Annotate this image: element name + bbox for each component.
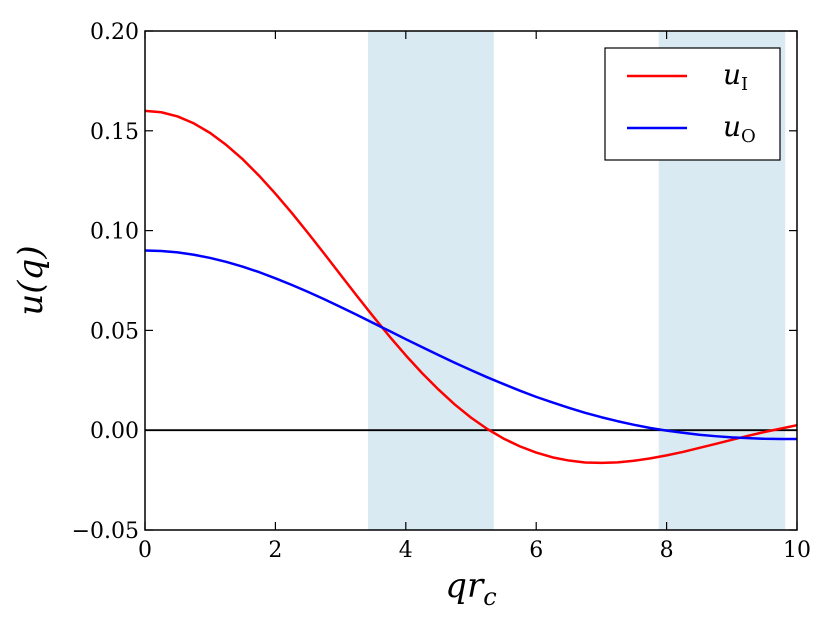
y-tick-label: 0.10 <box>90 220 139 245</box>
x-tick-label: 8 <box>660 538 674 563</box>
y-tick-label: −0.05 <box>72 519 139 544</box>
series-line-u-I <box>144 109 798 465</box>
series-lines <box>144 109 798 465</box>
shaded-region-0 <box>367 31 494 530</box>
legend-label-u-I: uI <box>723 58 748 95</box>
y-tick-label: 0.15 <box>90 120 139 145</box>
legend-label-u-O: uO <box>723 110 756 147</box>
axis-ticks <box>144 30 798 531</box>
series-line-u-O <box>144 249 797 441</box>
x-tick-label: 2 <box>268 538 282 563</box>
plot-frame <box>144 30 798 531</box>
legend: uI uO <box>604 47 781 161</box>
y-tick-label: 0.20 <box>90 20 139 45</box>
x-tick-label: 10 <box>783 538 811 563</box>
legend-box <box>604 47 781 161</box>
x-tick-label: 4 <box>399 538 413 563</box>
y-tick-label: 0.05 <box>90 319 139 344</box>
x-tick-label: 0 <box>138 538 152 563</box>
y-axis-title: u(q) <box>11 245 51 315</box>
x-tick-label: 6 <box>529 538 543 563</box>
tick-labels: 0 2 4 6 8 10 −0.05 0.00 0.05 0.10 0.15 0.20 <box>72 20 811 563</box>
x-axis-title: qrc <box>445 566 496 611</box>
y-tick-label: 0.00 <box>90 419 139 444</box>
